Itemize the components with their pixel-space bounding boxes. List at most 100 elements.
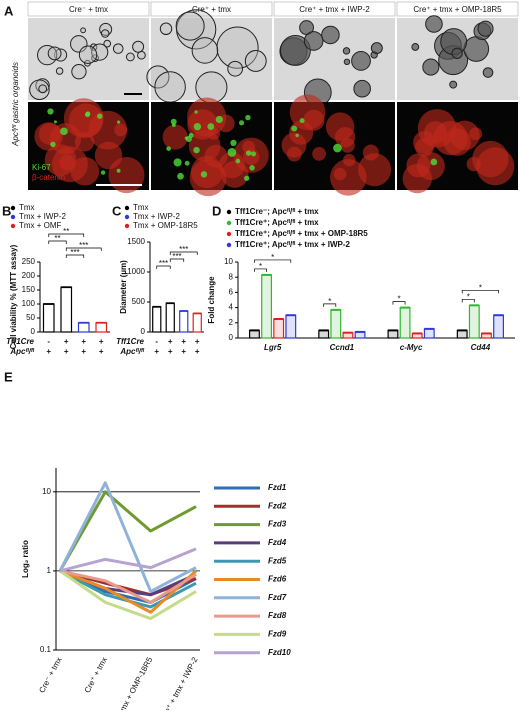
x-tick-label: Ccnd1 (330, 343, 355, 352)
bar (248, 329, 260, 339)
y-tick-label: 10 (224, 257, 233, 266)
y-tick-label: 50 (26, 313, 35, 322)
organoid (321, 25, 340, 45)
row-value: + (168, 337, 173, 346)
sig-bracket (254, 259, 292, 263)
bar (330, 309, 342, 339)
organoid (451, 47, 463, 60)
ki67-blob (291, 125, 298, 132)
stain-label: Ki-67 (32, 163, 51, 172)
ki67-blob (173, 158, 182, 167)
bar (273, 318, 285, 339)
side-label: Apcᶠˡ/ᶠˡ gastric organoids (11, 62, 20, 147)
y-tick-label: 100 (22, 299, 36, 308)
sig-bracket (169, 251, 198, 255)
sig-bracket (254, 268, 267, 272)
bar (423, 328, 435, 339)
ki67-blob (53, 120, 57, 124)
organoid (38, 84, 48, 94)
bar (493, 314, 505, 339)
legend-label: Tff1Cre⁺; Apcᶠˡ/ᶠˡ + tmx + IWP-2 (235, 240, 351, 249)
y-tick-label: 4 (229, 303, 234, 312)
legend-label: Tmx (133, 203, 149, 212)
legend-marker (124, 223, 130, 229)
sig-label: *** (79, 241, 88, 250)
legend-label: Tmx + IWP-2 (19, 212, 66, 221)
sig-label: ** (54, 234, 60, 243)
ki67-blob (116, 168, 121, 173)
organoid (463, 36, 490, 62)
organoid (37, 44, 58, 66)
ki67-blob (299, 118, 305, 124)
stain-blob (343, 153, 356, 167)
organoid (343, 58, 351, 66)
organoid (353, 79, 371, 98)
sig-label: * (397, 295, 400, 304)
series-line (59, 569, 197, 604)
stain-blob (362, 144, 379, 161)
organoid (342, 47, 351, 55)
y-tick-label: 0 (229, 333, 234, 342)
column-header: Cre⁺ + tmx + OMP-18R5 (413, 5, 502, 14)
y-tick-label: 2 (229, 318, 234, 327)
ki67-blob (166, 146, 171, 151)
stain-blob (358, 153, 392, 187)
sig-bracket (48, 233, 85, 237)
bar (399, 307, 411, 339)
ki67-blob (116, 120, 121, 124)
ki67-blob (245, 150, 252, 156)
ki67-blob (50, 141, 56, 148)
stain-label: β-catenin (32, 173, 65, 182)
organoid (103, 39, 112, 48)
organoid (146, 65, 170, 89)
y-axis-label: Cell viability % (MTT assay) (9, 244, 18, 349)
sig-label: * (271, 253, 274, 262)
organoid (425, 15, 443, 33)
header-box (150, 1, 273, 17)
legend-marker (10, 205, 16, 211)
ki67-blob (251, 151, 257, 157)
panel-label: E (4, 369, 13, 384)
legend-label: Tff1Cre⁺; Apcᶠˡ/ᶠˡ + tmx + OMP-18R5 (235, 229, 368, 238)
organoid (47, 46, 62, 61)
ki67-blob (239, 120, 245, 126)
bar (261, 274, 273, 339)
series-line (59, 569, 197, 621)
sig-label: ** (63, 227, 69, 236)
ki67-blob (193, 146, 200, 154)
legend-label: Fzd6 (268, 575, 287, 584)
row-value: + (195, 347, 200, 356)
row-value: + (46, 347, 51, 356)
organoid (422, 58, 440, 76)
y-tick-label: 1000 (127, 267, 145, 276)
stain-blob (242, 140, 256, 154)
legend-label: Tff1Cre⁻; Apcᶠˡ/ᶠˡ + tmx (235, 207, 319, 216)
stain-blob (162, 124, 188, 150)
ki67-blob (200, 171, 208, 178)
sig-label: * (479, 283, 482, 292)
ki67-blob (295, 133, 299, 138)
row-value: + (195, 337, 200, 346)
stain-blob (44, 144, 77, 176)
row-value: + (81, 347, 86, 356)
row-label: Apcᶠˡ/ᶠˡ (9, 347, 34, 356)
stain-blob (334, 127, 356, 148)
stain-blob (449, 120, 480, 151)
y-tick-label: 250 (22, 257, 36, 266)
y-tick-label: 1500 (127, 237, 145, 246)
y-tick-label: 6 (229, 288, 234, 297)
organoid (351, 51, 371, 71)
row-label: Apcᶠˡ/ᶠˡ (119, 347, 144, 356)
y-axis-label: Log₂ ratio (21, 540, 30, 578)
organoid (227, 60, 244, 77)
ki67-blob (333, 143, 342, 153)
organoid (411, 43, 420, 51)
x-tick-label: Cre⁻ + tmx (37, 656, 63, 695)
header-box (273, 1, 396, 17)
row-value: + (99, 337, 104, 346)
organoid (244, 50, 267, 72)
bar (468, 304, 480, 339)
bar (456, 329, 468, 339)
organoid (303, 31, 324, 51)
